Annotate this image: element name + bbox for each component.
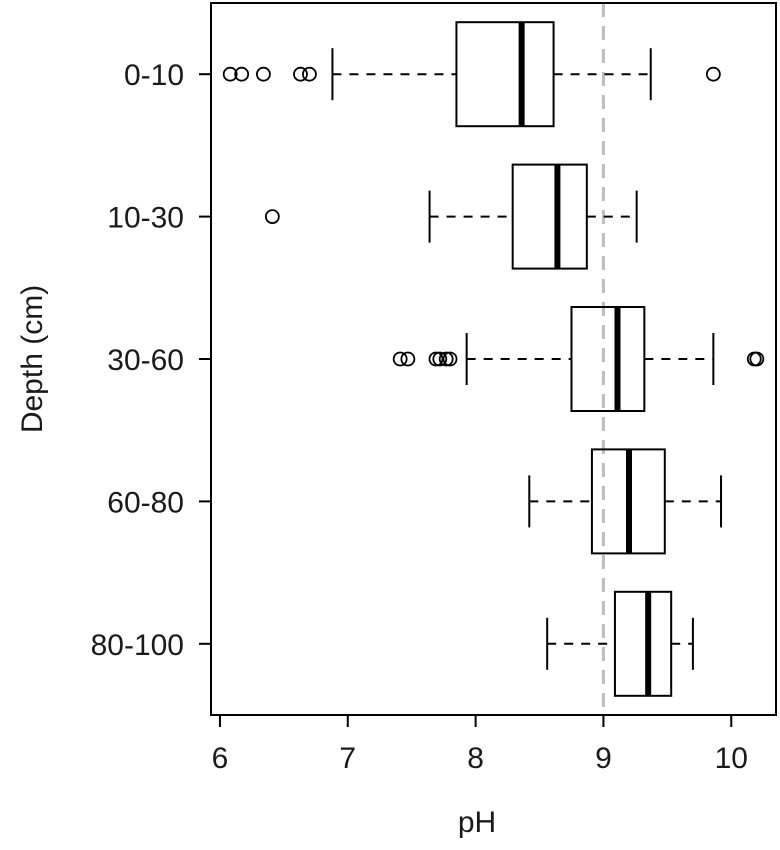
outlier-point — [428, 351, 444, 367]
y-tick-label: 10-30 — [107, 202, 184, 235]
box-layer — [222, 21, 765, 697]
outlier-point — [442, 351, 458, 367]
outlier-point — [234, 66, 250, 82]
x-tick-label: 7 — [339, 742, 356, 775]
iqr-box — [511, 163, 588, 270]
box-group-0-10 — [222, 21, 721, 128]
outlier-point — [222, 66, 238, 82]
outlier-point — [293, 66, 308, 82]
outlier-point — [705, 66, 721, 82]
box-group-80-100 — [546, 590, 694, 697]
x-axis-title: pH — [458, 806, 496, 839]
outlier-point — [438, 351, 454, 367]
outlier-point — [749, 351, 765, 367]
outlier-point — [432, 351, 448, 367]
x-tick-label: 8 — [467, 742, 484, 775]
box-group-60-80 — [528, 448, 723, 555]
y-tick-label: 0-10 — [124, 59, 184, 92]
y-tick-label: 80-100 — [91, 629, 184, 662]
x-tick-label: 9 — [595, 742, 612, 775]
outlier-point — [256, 66, 271, 82]
box-group-10-30 — [264, 163, 638, 270]
y-axis-title: Depth (cm) — [16, 285, 49, 433]
iqr-box — [613, 590, 673, 697]
outlier-point — [264, 209, 280, 225]
outlier-point — [302, 66, 317, 82]
x-axis: 6 7 8 9 10 — [212, 714, 748, 775]
x-tick-label: 6 — [212, 742, 229, 775]
plot-frame — [210, 2, 777, 716]
iqr-box — [455, 21, 555, 128]
x-tick-label: 10 — [715, 742, 748, 775]
box-group-30-60 — [392, 306, 765, 412]
iqr-box — [570, 306, 646, 412]
y-axis: 0-10 10-30 30-60 60-80 80-100 — [91, 59, 212, 662]
y-tick-label: 30-60 — [107, 344, 184, 377]
outlier-point — [392, 351, 408, 367]
y-tick-label: 60-80 — [107, 486, 184, 519]
outlier-point — [400, 351, 416, 367]
